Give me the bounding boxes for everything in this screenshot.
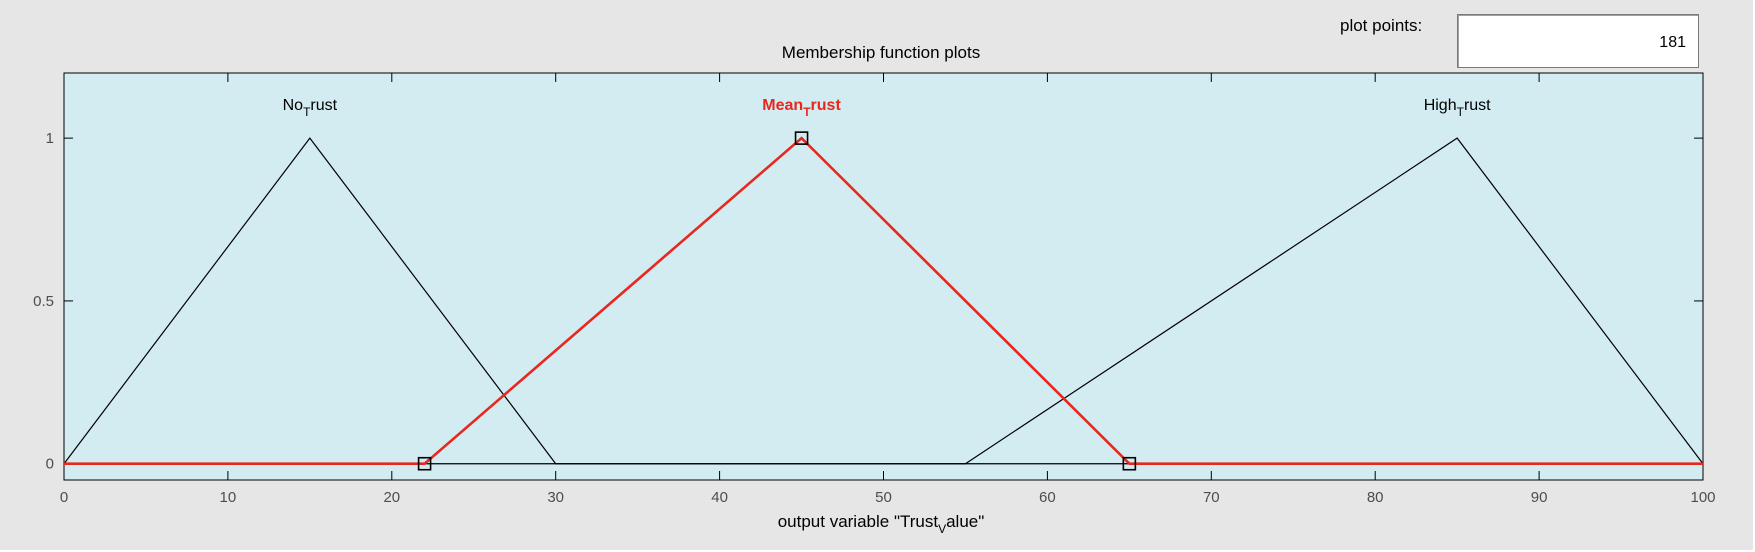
plot-background [63,72,1704,481]
series-line-HighTrust [64,137,1704,465]
mf-label-MeanTrust: MeanTrust [762,97,841,119]
plot-area: 0 10 20 30 40 50 60 70 80 90 100 0 0.5 1 NoTrust MeanTr… [33,72,1716,506]
x-tick-label-50: 50 [875,489,892,506]
x-tick-label-40: 40 [711,489,728,506]
x-tick-label-70: 70 [1203,489,1220,506]
mf-label-HighTrust: HighTrust [1424,97,1491,119]
handle-MeanTrust-2 [1122,456,1137,471]
y-tick-label-1: 0.5 [33,293,54,310]
chart-title: Membership function plots [782,43,980,62]
x-tick-label-0: 0 [60,489,68,506]
y-tick-label-0: 0 [46,456,54,473]
mf-label-NoTrust: NoTrust [283,97,338,119]
x-tick-label-90: 90 [1531,489,1548,506]
plot-points-input[interactable]: 181 [1457,14,1699,68]
x-tick-label-20: 20 [383,489,400,506]
handle-MeanTrust-1 [794,131,809,145]
x-tick-label-60: 60 [1039,489,1056,506]
x-tick-label-100: 100 [1690,489,1715,506]
y-tick-label-2: 1 [46,130,54,147]
x-tick-label-30: 30 [547,489,564,506]
x-tick-label-10: 10 [220,489,237,506]
series-line-MeanTrust [64,136,1703,466]
x-tick-label-80: 80 [1367,489,1384,506]
plot-points-label: plot points: [1340,16,1423,35]
handle-MeanTrust-0 [417,456,432,471]
x-axis-label: output variable "TrustValue" [778,512,985,536]
